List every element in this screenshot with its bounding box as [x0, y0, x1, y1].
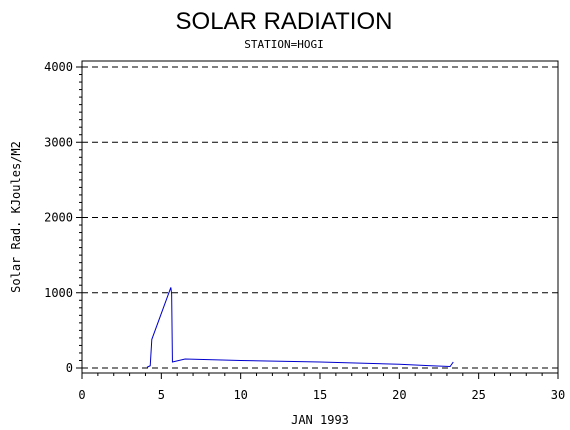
x-tick-label-0: 0: [78, 388, 85, 402]
x-tick-label-10: 10: [233, 388, 247, 402]
y-axis-ticks: 0 1000 2000 3000 4000: [44, 60, 82, 375]
x-axis-label: JAN 1993: [291, 413, 349, 427]
y-axis-label: Solar Rad. KJoules/M2: [9, 141, 23, 293]
chart-title: SOLAR RADIATION: [176, 8, 393, 35]
grid-lines: [82, 66, 558, 369]
y-tick-label-3000: 3000: [44, 135, 73, 149]
x-tick-label-30: 30: [551, 388, 565, 402]
chart-subtitle: STATION=HOGI: [244, 38, 323, 51]
x-tick-label-5: 5: [158, 388, 165, 402]
y-tick-label-0: 0: [66, 361, 73, 375]
plot-frame: [81, 60, 559, 374]
series-line-0: [146, 287, 454, 368]
x-axis-ticks: 0 5 10 15 20 25 30: [78, 373, 565, 402]
x-tick-label-20: 20: [392, 388, 406, 402]
minor-ticks: [79, 74, 543, 376]
x-tick-label-15: 15: [313, 388, 327, 402]
y-tick-label-4000: 4000: [44, 60, 73, 74]
x-tick-label-25: 25: [471, 388, 485, 402]
series-group: [146, 287, 454, 368]
y-tick-label-1000: 1000: [44, 286, 73, 300]
y-tick-label-2000: 2000: [44, 211, 73, 225]
